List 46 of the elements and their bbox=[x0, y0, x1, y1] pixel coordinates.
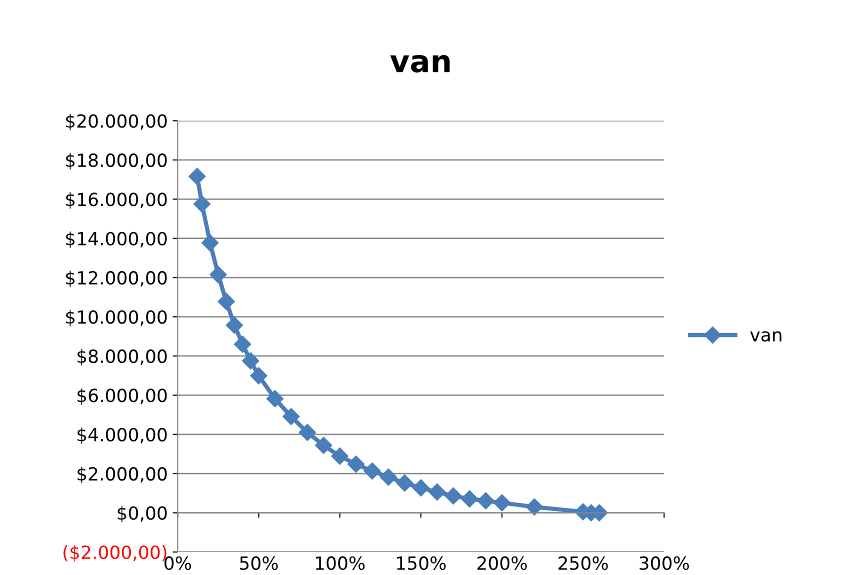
point bbox=[396, 474, 414, 492]
point bbox=[347, 456, 365, 473]
y-tick-label: $6.000,00 bbox=[78, 388, 167, 405]
y-tick-label: ($2.000,00) bbox=[64, 545, 166, 562]
y-tick-label: $20.000,00 bbox=[66, 114, 167, 130]
x-tick-label: 150% bbox=[397, 556, 446, 570]
point bbox=[444, 487, 462, 504]
point bbox=[193, 196, 211, 213]
y-tick-label: $12.000,00 bbox=[66, 270, 167, 288]
x-tick-label: 200% bbox=[477, 556, 527, 570]
point bbox=[250, 367, 268, 384]
point bbox=[242, 352, 260, 370]
point bbox=[460, 490, 478, 508]
y-tick-label: $14.000,00 bbox=[66, 232, 167, 248]
point bbox=[331, 448, 348, 465]
point bbox=[266, 390, 284, 408]
point bbox=[493, 494, 511, 512]
x-tick-label: 100% bbox=[316, 556, 365, 570]
point bbox=[282, 408, 300, 426]
y-tick-label: $10.000,00 bbox=[66, 310, 167, 326]
point bbox=[218, 292, 235, 310]
point bbox=[202, 234, 219, 252]
point bbox=[380, 468, 398, 486]
point bbox=[412, 479, 430, 496]
x-tick-label: 0% bbox=[164, 556, 191, 570]
x-tick-label: 50% bbox=[240, 556, 278, 570]
point bbox=[428, 483, 446, 501]
y-tick-label: $16.000,00 bbox=[66, 192, 167, 209]
x-tick-label: 250% bbox=[558, 556, 608, 570]
y-tick-label: $4.000,00 bbox=[78, 428, 167, 444]
point bbox=[226, 316, 243, 334]
point bbox=[298, 424, 316, 441]
chart-title: van bbox=[390, 55, 450, 73]
point bbox=[364, 462, 381, 480]
legend-label: van bbox=[750, 331, 782, 342]
point bbox=[210, 266, 227, 284]
y-tick-label: $2.000,00 bbox=[78, 466, 167, 484]
y-tick-label: $0,00 bbox=[118, 506, 167, 522]
point bbox=[188, 168, 206, 185]
y-tick-label: $8.000,00 bbox=[78, 349, 167, 366]
y-tick-label: $18.000,00 bbox=[66, 153, 167, 170]
point bbox=[234, 336, 252, 353]
x-tick-label: 300% bbox=[640, 556, 689, 570]
point bbox=[526, 498, 543, 516]
point bbox=[315, 436, 332, 454]
point bbox=[477, 492, 494, 510]
